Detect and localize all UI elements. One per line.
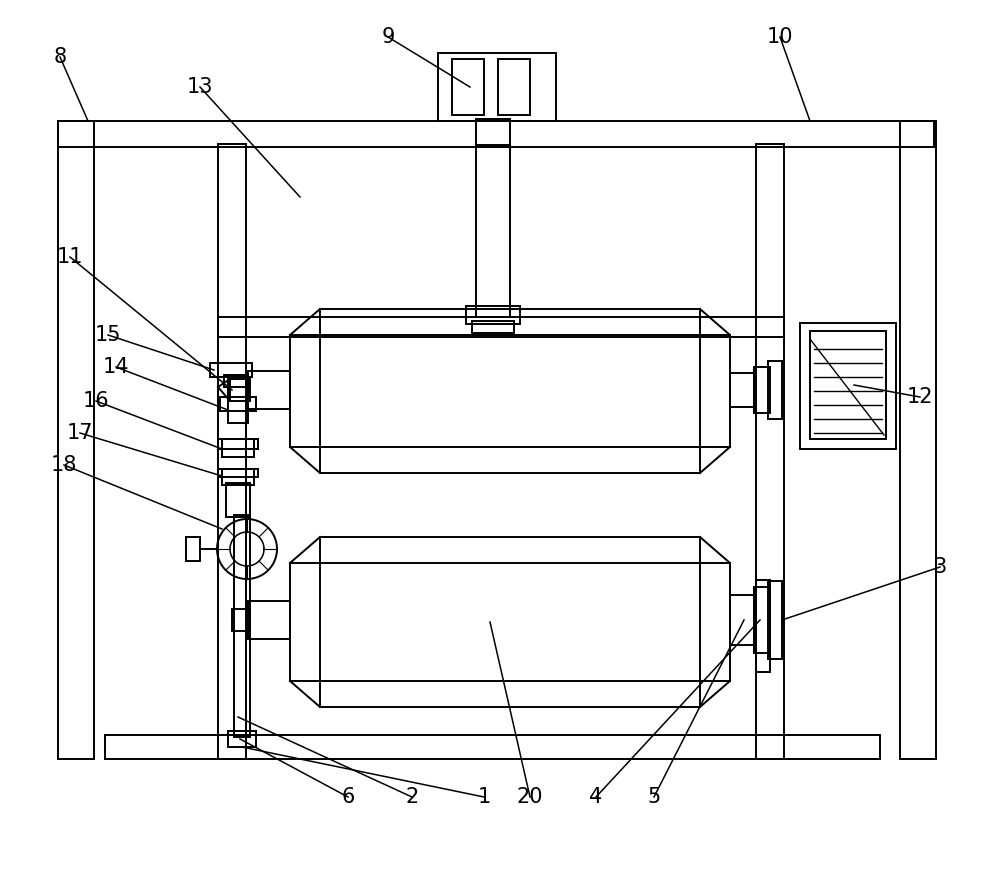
Text: 13: 13 [187,77,213,97]
Bar [800,323,896,449]
Bar [476,119,510,147]
Bar [210,363,252,377]
Bar [472,321,514,333]
Bar [756,144,784,759]
Bar [230,379,250,401]
Bar [754,367,770,413]
Bar [105,735,880,759]
Text: 9: 9 [381,27,395,47]
Bar [290,563,730,681]
Text: 5: 5 [647,787,661,807]
Bar [810,331,886,439]
Text: 15: 15 [95,325,121,345]
Text: 6: 6 [341,787,355,807]
Bar [218,317,784,337]
Bar [218,144,246,759]
Bar [900,121,936,759]
Text: 1: 1 [477,787,491,807]
Text: 12: 12 [907,387,933,407]
Bar [768,581,782,659]
Bar [228,375,248,423]
Text: 18: 18 [51,455,77,475]
Text: 16: 16 [83,391,109,411]
Text: 2: 2 [405,787,419,807]
Bar [452,59,484,115]
Bar [218,469,258,477]
Bar [226,483,250,517]
Text: 17: 17 [67,423,93,443]
Bar [58,121,94,759]
Bar [222,439,254,457]
Text: 14: 14 [103,357,129,377]
Text: 8: 8 [53,47,67,67]
Bar [218,439,258,449]
Bar [438,53,556,121]
Bar [730,595,754,645]
Bar [476,145,510,317]
Bar [234,515,250,737]
Bar [756,580,770,672]
Text: 4: 4 [589,787,603,807]
Bar [320,309,700,473]
Text: 3: 3 [933,557,947,577]
Text: 10: 10 [767,27,793,47]
Bar [248,601,290,639]
Bar [232,609,250,631]
Bar [498,59,530,115]
Bar [768,361,782,419]
Bar [290,335,730,447]
Bar [228,731,256,747]
Bar [224,375,246,387]
Bar [58,121,934,147]
Bar [220,397,256,411]
Bar [320,537,700,707]
Text: 20: 20 [517,787,543,807]
Bar [248,371,290,409]
Text: 11: 11 [57,247,83,267]
Bar [754,587,770,653]
Bar [466,306,520,324]
Bar [222,469,254,485]
Bar [730,373,754,407]
